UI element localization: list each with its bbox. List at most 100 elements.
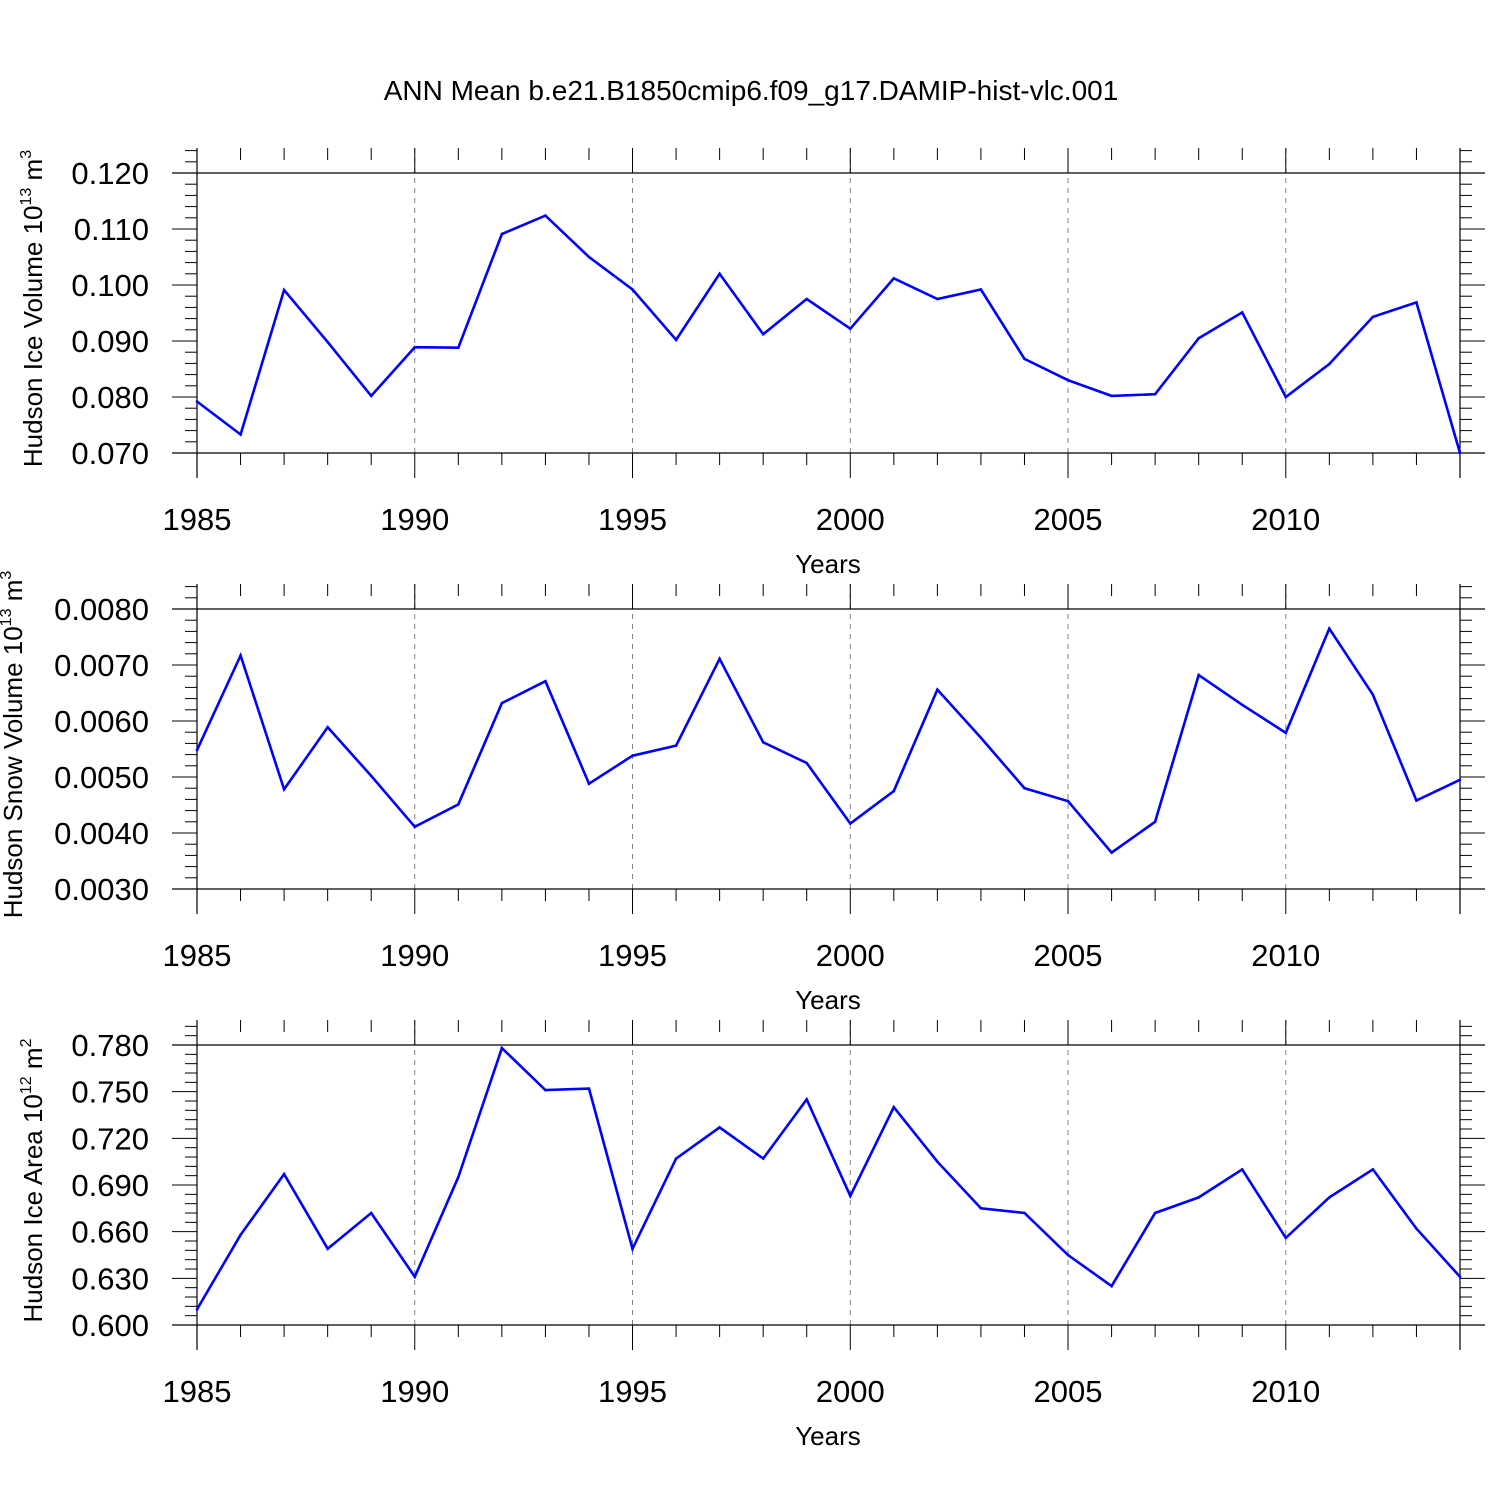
data-point-2009 xyxy=(1241,311,1244,314)
data-point-2008 xyxy=(1197,674,1200,677)
data-point-1996 xyxy=(675,744,678,747)
data-point-2007 xyxy=(1154,821,1157,824)
data-point-1993 xyxy=(544,680,547,683)
data-point-2002 xyxy=(936,1160,939,1163)
data-point-1985 xyxy=(196,1308,199,1311)
data-point-1987 xyxy=(283,788,286,791)
y-tick-label: 0.100 xyxy=(71,268,149,303)
data-point-2013 xyxy=(1415,301,1418,304)
data-point-2011 xyxy=(1328,627,1331,630)
x-tick-label: 2005 xyxy=(1034,1374,1103,1409)
data-point-1996 xyxy=(675,339,678,342)
x-tick-label: 2000 xyxy=(816,938,885,973)
y-tick-label: 0.110 xyxy=(74,212,149,247)
data-point-2012 xyxy=(1372,1168,1375,1171)
y-axis-title-exponent: 13 xyxy=(0,608,15,626)
y-tick-label: 0.0070 xyxy=(54,648,149,683)
data-point-1991 xyxy=(457,1176,460,1179)
x-tick-label: 2010 xyxy=(1251,502,1320,537)
x-axis-title: Years xyxy=(795,985,861,1015)
data-point-1990 xyxy=(413,1275,416,1278)
y-tick-label: 0.630 xyxy=(71,1261,149,1296)
data-point-2007 xyxy=(1154,1212,1157,1215)
data-point-1997 xyxy=(718,1126,721,1129)
data-point-1990 xyxy=(413,826,416,829)
data-point-1986 xyxy=(239,433,242,436)
y-tick-label: 0.600 xyxy=(71,1308,149,1343)
data-point-2005 xyxy=(1067,379,1070,382)
data-point-2013 xyxy=(1415,799,1418,802)
chart-background xyxy=(0,0,1500,1500)
data-point-1997 xyxy=(718,658,721,661)
data-point-1999 xyxy=(805,298,808,301)
data-point-2010 xyxy=(1284,1237,1287,1240)
y-tick-label: 0.690 xyxy=(71,1168,149,1203)
data-point-1999 xyxy=(805,762,808,765)
data-point-1986 xyxy=(239,1233,242,1236)
x-tick-label: 2000 xyxy=(816,1374,885,1409)
data-point-1993 xyxy=(544,1089,547,1092)
data-point-2001 xyxy=(893,1106,896,1109)
data-point-1985 xyxy=(196,749,199,752)
chart-figure: ANN Mean b.e21.B1850cmip6.f09_g17.DAMIP-… xyxy=(0,0,1500,1500)
data-point-1995 xyxy=(631,1247,634,1250)
data-point-2000 xyxy=(849,822,852,825)
data-point-1997 xyxy=(718,273,721,276)
y-axis-title-unit-exponent: 2 xyxy=(18,1038,35,1047)
x-tick-label: 1985 xyxy=(163,938,232,973)
data-point-1985 xyxy=(196,400,199,403)
data-point-1992 xyxy=(501,233,504,236)
y-tick-label: 0.0080 xyxy=(54,592,149,627)
data-point-1989 xyxy=(370,395,373,398)
data-point-1993 xyxy=(544,214,547,217)
y-tick-label: 0.070 xyxy=(71,436,149,471)
data-point-1998 xyxy=(762,741,765,744)
y-axis-title-exponent: 12 xyxy=(18,1076,35,1094)
data-point-1992 xyxy=(501,702,504,705)
x-axis-title: Years xyxy=(795,549,861,579)
data-point-2006 xyxy=(1110,851,1113,854)
data-point-2000 xyxy=(849,1195,852,1198)
x-tick-label: 2000 xyxy=(816,502,885,537)
data-point-1988 xyxy=(326,1247,329,1250)
data-point-2008 xyxy=(1197,1196,1200,1199)
data-point-2001 xyxy=(893,277,896,280)
data-point-2010 xyxy=(1284,731,1287,734)
data-point-2006 xyxy=(1110,1285,1113,1288)
data-point-1986 xyxy=(239,654,242,657)
y-tick-label: 0.660 xyxy=(71,1215,149,1250)
data-point-1990 xyxy=(413,346,416,349)
data-point-1998 xyxy=(762,1157,765,1160)
x-tick-label: 1990 xyxy=(380,938,449,973)
y-axis-title-text: Hudson Snow Volume 10 xyxy=(0,626,28,918)
data-point-1991 xyxy=(457,803,460,806)
data-point-2011 xyxy=(1328,363,1331,366)
y-axis-title-exponent: 13 xyxy=(18,188,35,206)
data-point-2014 xyxy=(1459,452,1462,455)
y-tick-label: 0.0050 xyxy=(54,760,149,795)
data-point-1994 xyxy=(588,782,591,785)
data-point-2006 xyxy=(1110,395,1113,398)
data-point-2004 xyxy=(1023,1212,1026,1215)
y-tick-label: 0.0030 xyxy=(54,872,149,907)
data-point-2001 xyxy=(893,790,896,793)
y-tick-label: 0.080 xyxy=(71,380,149,415)
y-axis-title-text: Hudson Ice Area 10 xyxy=(18,1094,48,1322)
data-point-2003 xyxy=(980,288,983,291)
y-tick-label: 0.0060 xyxy=(54,704,149,739)
y-tick-label: 0.120 xyxy=(71,156,149,191)
data-point-2007 xyxy=(1154,393,1157,396)
data-point-2009 xyxy=(1241,703,1244,706)
data-point-1987 xyxy=(283,289,286,292)
data-point-1995 xyxy=(631,754,634,757)
x-tick-label: 1995 xyxy=(598,938,667,973)
y-axis-title-unit: m xyxy=(18,1047,48,1076)
y-axis-title-unit: m xyxy=(18,159,48,188)
data-point-2002 xyxy=(936,298,939,301)
data-point-2004 xyxy=(1023,358,1026,361)
data-point-2003 xyxy=(980,737,983,740)
data-point-1989 xyxy=(370,775,373,778)
data-point-1991 xyxy=(457,346,460,349)
data-point-1995 xyxy=(631,288,634,291)
data-point-1994 xyxy=(588,256,591,259)
